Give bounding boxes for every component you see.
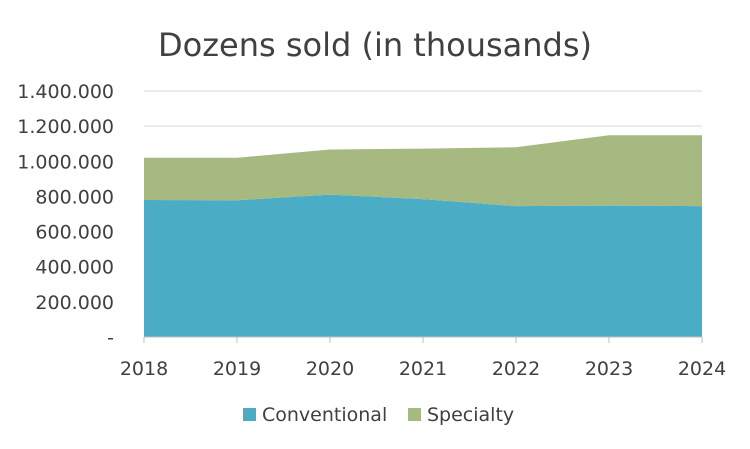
- area-specialty: [144, 135, 702, 207]
- legend-label-conventional: Conventional: [262, 404, 387, 426]
- y-tick-label: 800.000: [35, 186, 114, 208]
- y-tick-label: 1.400.000: [17, 81, 114, 103]
- y-tick-label: 200.000: [35, 292, 114, 314]
- y-tick-label: 1.200.000: [17, 116, 114, 138]
- x-tick-label: 2022: [492, 358, 540, 380]
- legend-swatch-specialty: [408, 408, 421, 421]
- area-conventional: [144, 194, 702, 337]
- x-tick-label: 2021: [399, 358, 447, 380]
- y-tick-label: -: [107, 327, 114, 349]
- legend-label-specialty: Specialty: [427, 404, 514, 426]
- y-tick-label: 400.000: [35, 257, 114, 279]
- area-series: [144, 135, 702, 337]
- y-tick-label: 1.000.000: [17, 151, 114, 173]
- axes: - 200.000 400.000 600.000 800.000 1.000.000 1.…: [17, 81, 726, 380]
- x-tick-label: 2020: [306, 358, 354, 380]
- x-tick-label: 2023: [585, 358, 633, 380]
- legend: Conventional Specialty: [243, 404, 514, 426]
- x-tick-label: 2024: [678, 358, 726, 380]
- x-tick-label: 2019: [213, 358, 261, 380]
- chart-title: Dozens sold (in thousands): [158, 26, 592, 64]
- x-tick-label: 2018: [120, 358, 168, 380]
- y-tick-label: 600.000: [35, 222, 114, 244]
- legend-swatch-conventional: [243, 408, 256, 421]
